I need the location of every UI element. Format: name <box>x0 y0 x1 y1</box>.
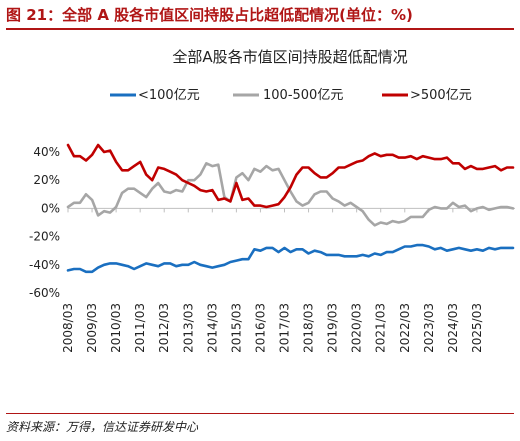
x-tick-label: 2025/03 <box>470 303 484 353</box>
y-tick-label: 40% <box>33 145 60 159</box>
y-tick-label: 0% <box>41 201 60 215</box>
x-axis: 2008/03 2009/03 2010/03 2011/03 2012/03 2013/… <box>61 207 515 353</box>
footer-rule <box>6 413 514 414</box>
source-note: 资料来源：万得，信达证券研发中心 <box>6 420 199 434</box>
x-tick-label: 2012/03 <box>157 303 171 353</box>
x-tick-label: 2010/03 <box>109 303 123 353</box>
chart-legend: <100亿元 100-500亿元 >500亿元 <box>110 88 472 103</box>
y-tick-label: -60% <box>29 286 60 300</box>
x-tick-label: 2008/03 <box>61 303 75 353</box>
x-tick-label: 2024/03 <box>446 303 460 353</box>
x-tick-label: 2013/03 <box>181 303 195 353</box>
y-tick-label: -40% <box>29 258 60 272</box>
y-tick-label: 20% <box>33 173 60 187</box>
x-tick-label: 2015/03 <box>229 303 243 353</box>
legend-label-2: 100-500亿元 <box>263 88 343 103</box>
x-tick-label: 2009/03 <box>85 303 99 353</box>
x-tick-label: 2018/03 <box>302 303 316 353</box>
title-rule <box>6 28 514 30</box>
line-chart: 全部A股各市值区间持股超低配情况 <100亿元 100-500亿元 >500亿元 -… <box>29 48 515 353</box>
x-tick-label: 2011/03 <box>133 303 147 353</box>
x-tick-label: 2014/03 <box>205 303 219 353</box>
x-tick-label: 2022/03 <box>398 303 412 353</box>
x-tick-label: 2021/03 <box>374 303 388 353</box>
y-tick-label: -20% <box>29 230 60 244</box>
series-group <box>66 143 515 274</box>
y-axis: -60% -40% -20% 0% 20% 40% <box>29 145 60 300</box>
x-tick-label: 2016/03 <box>253 303 267 353</box>
legend-label-1: <100亿元 <box>138 88 200 103</box>
x-tick-label: 2017/03 <box>277 303 291 353</box>
legend-label-3: >500亿元 <box>410 88 472 103</box>
figure-title: 图 21：全部 A 股各市值区间持股占比超低配情况(单位：%) <box>6 6 413 24</box>
series-line-1 <box>66 243 515 274</box>
chart-title: 全部A股各市值区间持股超低配情况 <box>172 48 407 66</box>
x-tick-label: 2019/03 <box>326 303 340 353</box>
x-tick-label: 2023/03 <box>422 303 436 353</box>
series-line-2 <box>66 162 515 227</box>
series-line-3 <box>66 143 515 209</box>
x-tick-label: 2020/03 <box>350 303 364 353</box>
